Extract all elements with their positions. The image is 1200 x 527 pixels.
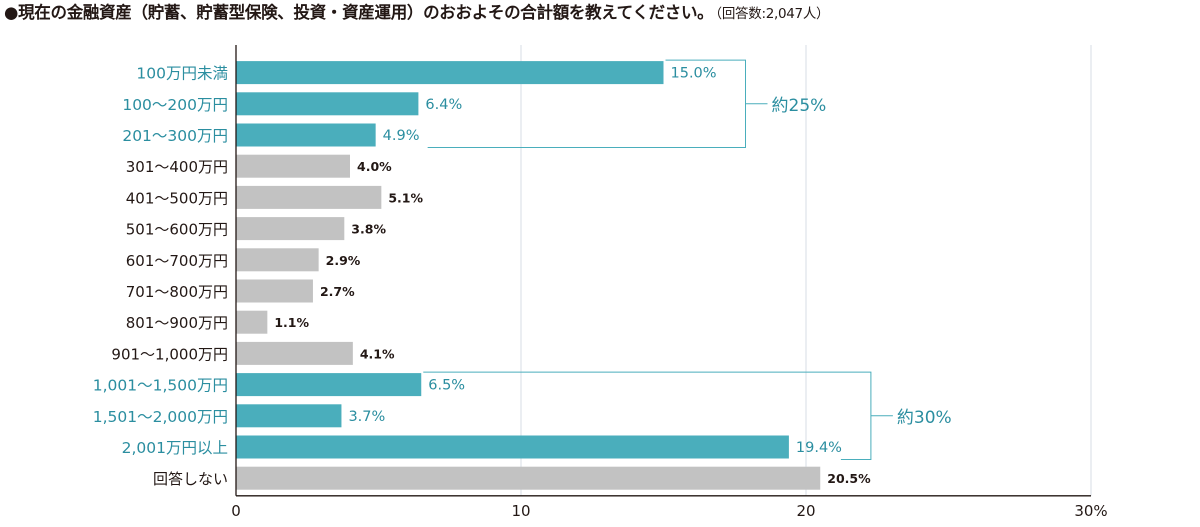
value-label: 5.1% [388, 190, 423, 205]
value-label: 6.4% [425, 97, 462, 113]
value-label: 4.0% [357, 159, 392, 174]
category-label: 100万円未満 [136, 65, 228, 83]
value-label: 3.7% [348, 409, 385, 425]
bar [236, 404, 342, 428]
x-tick-label: 10 [511, 502, 530, 520]
bar [236, 154, 350, 178]
bar [236, 373, 422, 397]
category-label: 100〜200万円 [122, 96, 228, 114]
value-label: 4.9% [383, 128, 420, 144]
value-label: 3.8% [351, 222, 386, 237]
category-label: 201〜300万円 [122, 127, 228, 145]
category-label: 2,001万円以上 [122, 439, 228, 457]
bracket-annotation: 約30% [897, 408, 952, 428]
category-label: 1,001〜1,500万円 [93, 377, 228, 395]
x-tick-label: 30% [1074, 502, 1107, 520]
bar [236, 92, 419, 116]
chart-title-main: ●現在の金融資産（貯蓄、貯蓄型保険、投資・資産運用）のおおよその合計額を教えてく… [4, 3, 714, 22]
category-label: 901〜1,000万円 [111, 345, 228, 363]
category-label: 1,501〜2,000万円 [93, 408, 228, 426]
category-label: 回答しない [153, 470, 228, 488]
category-label: 701〜800万円 [126, 283, 228, 301]
x-tick-label: 0 [231, 502, 241, 520]
category-label: 401〜500万円 [126, 189, 228, 207]
bar [236, 435, 789, 459]
bar [236, 466, 821, 490]
bar [236, 61, 664, 85]
chart-title-note: （回答数:2,047人） [715, 6, 830, 22]
category-label: 601〜700万円 [126, 252, 228, 270]
value-label: 4.1% [360, 346, 395, 361]
bar [236, 341, 353, 365]
x-tick-label: 20 [796, 502, 815, 520]
category-label: 501〜600万円 [126, 221, 228, 239]
bar [236, 123, 376, 147]
value-label: 15.0% [671, 66, 717, 82]
bracket-annotation: 約25% [772, 96, 827, 116]
bar [236, 248, 319, 272]
chart-title: ●現在の金融資産（貯蓄、貯蓄型保険、投資・資産運用）のおおよその合計額を教えてく… [4, 0, 830, 26]
value-label: 2.9% [326, 253, 361, 268]
value-label: 19.4% [796, 440, 842, 456]
value-label: 6.5% [428, 378, 465, 394]
value-label: 1.1% [274, 315, 309, 330]
category-label: 801〜900万円 [126, 314, 228, 332]
bar [236, 279, 313, 303]
bar [236, 310, 268, 334]
category-label: 301〜400万円 [126, 158, 228, 176]
bar [236, 185, 382, 209]
value-label: 2.7% [320, 284, 355, 299]
bar [236, 217, 345, 241]
value-label: 20.5% [827, 471, 871, 486]
